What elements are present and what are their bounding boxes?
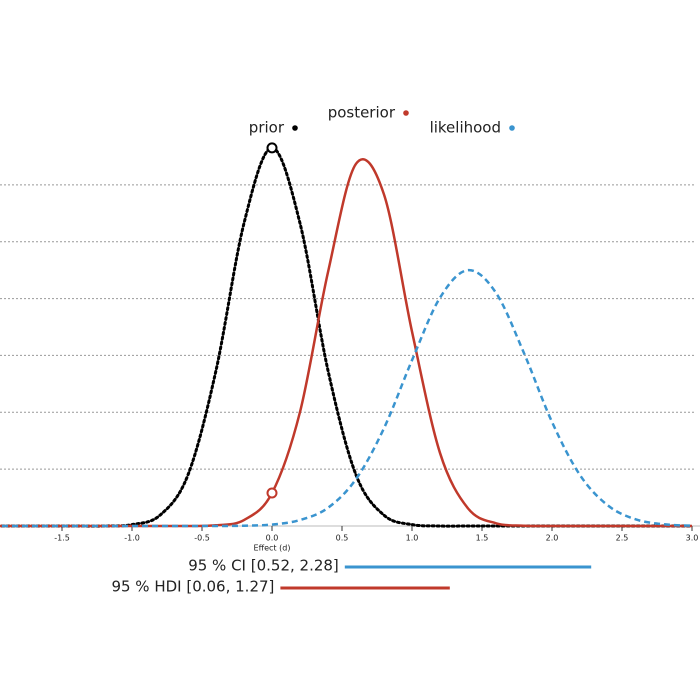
- point-marker: [266, 487, 278, 499]
- legend-label: posterior: [328, 104, 396, 122]
- x-tick-label: 1.0: [406, 534, 419, 543]
- x-tick-label: 0.0: [266, 534, 279, 543]
- x-tick-label: -1.5: [54, 534, 70, 543]
- density-curve: [0, 158, 692, 528]
- interval-label: 95 % HDI [0.06, 1.27]: [111, 578, 274, 596]
- x-tick-label: -1.0: [124, 534, 140, 543]
- point-marker: [266, 142, 278, 154]
- x-tick-label: 2.5: [616, 534, 629, 543]
- legend-dot: [292, 125, 298, 131]
- interval-label: 95 % CI [0.52, 2.28]: [188, 557, 339, 575]
- density-curve: [0, 268, 693, 528]
- x-tick-label: 2.0: [546, 534, 559, 543]
- legend-label: likelihood: [430, 119, 501, 137]
- legend-label: prior: [249, 119, 285, 137]
- x-axis-label: Effect (d): [254, 544, 291, 553]
- x-tick-label: -0.5: [194, 534, 210, 543]
- legend-dot: [509, 125, 515, 131]
- legend-dot: [403, 110, 409, 116]
- x-tick-label: 1.5: [476, 534, 489, 543]
- x-tick-label: 0.5: [336, 534, 349, 543]
- x-tick-label: 3.0: [686, 534, 699, 543]
